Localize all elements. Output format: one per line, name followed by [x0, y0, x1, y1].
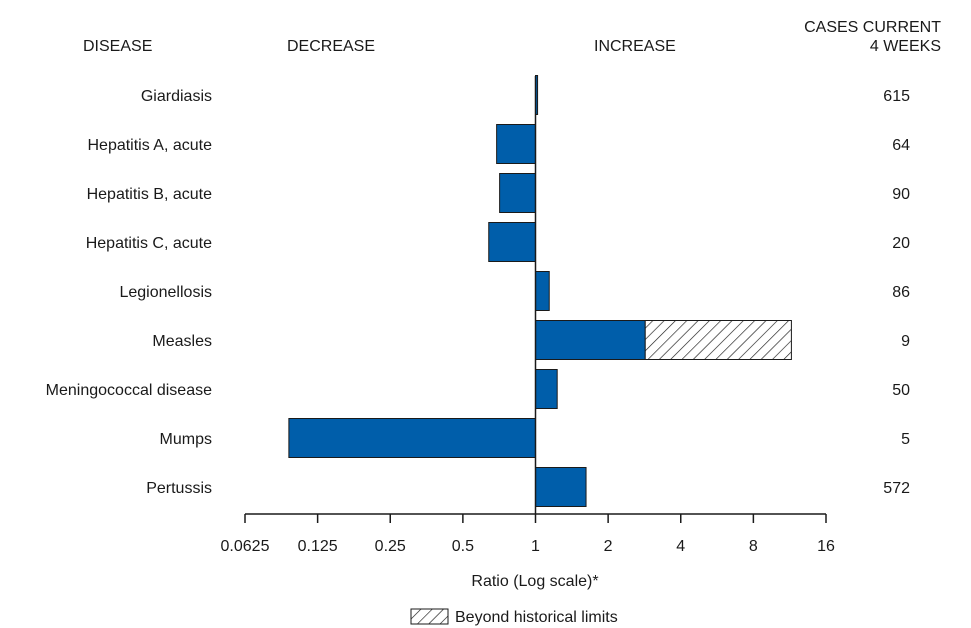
disease-label: Pertussis — [146, 480, 212, 497]
x-tick-label: 0.125 — [298, 538, 338, 555]
cases-count: 86 — [892, 284, 910, 301]
cases-count: 615 — [883, 88, 910, 105]
x-tick-label: 4 — [676, 538, 685, 555]
bar — [488, 222, 536, 262]
x-tick-label: 16 — [817, 538, 835, 555]
disease-label: Hepatitis B, acute — [87, 186, 213, 203]
cases-count: 64 — [892, 137, 910, 154]
cases-count: 90 — [892, 186, 910, 203]
header-cases-current: CASES CURRENT — [804, 19, 941, 36]
disease-label: Measles — [152, 333, 212, 350]
x-tick-label: 1 — [531, 538, 540, 555]
disease-label: Meningococcal disease — [46, 382, 212, 399]
cases-count: 9 — [901, 333, 910, 350]
cases-count: 5 — [901, 431, 910, 448]
bar — [288, 418, 536, 458]
legend-label: Beyond historical limits — [455, 609, 618, 626]
header-disease: DISEASE — [83, 38, 153, 55]
x-tick-label: 0.0625 — [221, 538, 270, 555]
header-decrease: DECREASE — [287, 38, 376, 55]
disease-label: Legionellosis — [119, 284, 212, 301]
x-tick-label: 8 — [749, 538, 758, 555]
header-cases-weeks: 4 WEEKS — [869, 38, 941, 55]
x-tick-label: 0.25 — [375, 538, 406, 555]
bar-beyond-limits — [644, 320, 792, 360]
cases-count: 20 — [892, 235, 910, 252]
bar — [535, 467, 587, 507]
disease-label: Hepatitis A, acute — [87, 137, 212, 154]
bar — [535, 369, 558, 409]
bar — [499, 173, 536, 213]
x-tick-label: 0.5 — [452, 538, 474, 555]
bar — [535, 320, 646, 360]
disease-label: Giardiasis — [141, 88, 212, 105]
cases-count: 572 — [883, 480, 910, 497]
cases-count: 50 — [892, 382, 910, 399]
disease-label: Mumps — [160, 431, 212, 448]
legend-hatch-swatch — [410, 608, 449, 625]
disease-label: Hepatitis C, acute — [86, 235, 212, 252]
bar — [496, 124, 536, 164]
header-increase: INCREASE — [594, 38, 676, 55]
x-axis-title: Ratio (Log scale)* — [471, 573, 598, 590]
bar — [535, 271, 550, 311]
x-tick-label: 2 — [604, 538, 613, 555]
